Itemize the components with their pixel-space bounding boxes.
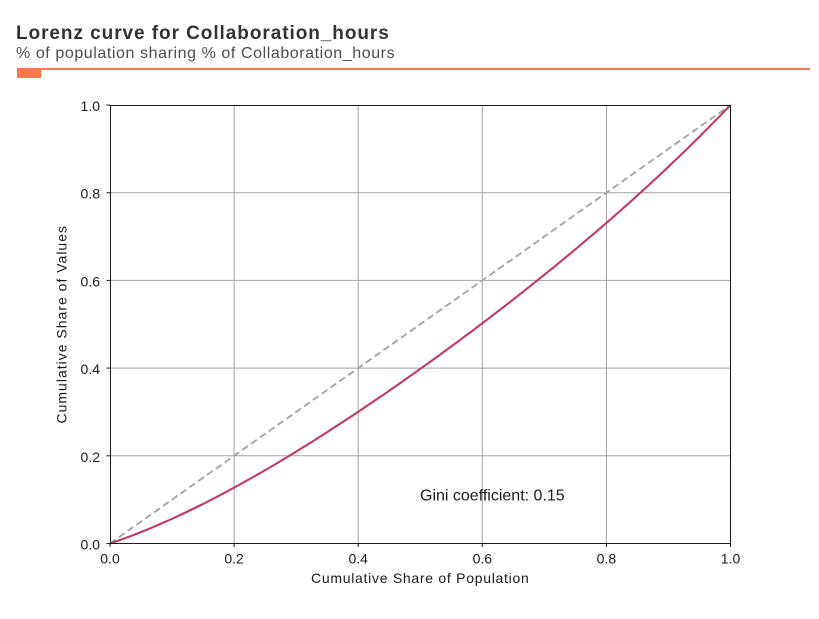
svg-text:0.0: 0.0	[100, 551, 120, 567]
svg-text:Gini coefficient: 0.15: Gini coefficient: 0.15	[420, 488, 565, 505]
svg-text:0.4: 0.4	[348, 551, 368, 567]
svg-text:0.0: 0.0	[81, 537, 101, 553]
svg-text:1.0: 1.0	[721, 551, 741, 567]
svg-text:0.2: 0.2	[224, 551, 244, 567]
svg-text:Cumulative Share of Values: Cumulative Share of Values	[54, 225, 70, 424]
svg-text:Cumulative Share of Population: Cumulative Share of Population	[311, 570, 530, 586]
svg-text:0.8: 0.8	[81, 186, 101, 202]
svg-text:0.6: 0.6	[81, 273, 101, 289]
svg-text:0.2: 0.2	[81, 449, 101, 465]
svg-text:0.8: 0.8	[597, 551, 617, 567]
svg-text:0.4: 0.4	[81, 361, 101, 377]
svg-text:0.6: 0.6	[473, 551, 493, 567]
svg-text:1.0: 1.0	[81, 98, 101, 114]
